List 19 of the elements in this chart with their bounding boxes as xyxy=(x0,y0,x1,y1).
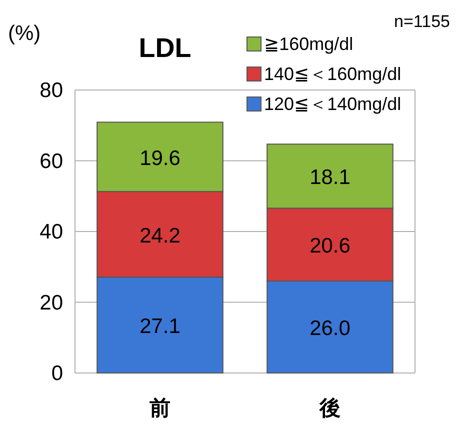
y-tick-label: 80 xyxy=(40,79,63,102)
x-tick-label: 前 xyxy=(148,397,170,420)
y-tick-label: 60 xyxy=(40,150,63,173)
text: n=1155 xyxy=(394,12,450,31)
data-label: 27.1 xyxy=(140,315,180,338)
data-label: 26.0 xyxy=(310,317,350,340)
data-label: 20.6 xyxy=(310,234,350,258)
legend-label: 140≦＜160mg/dl xyxy=(264,64,402,84)
data-label: 24.2 xyxy=(140,224,180,248)
x-tick-label: 後 xyxy=(318,397,340,420)
y-tick-label: 0 xyxy=(51,362,63,385)
y-tick-label: 20 xyxy=(40,291,63,314)
y-tick-label: 40 xyxy=(40,220,63,244)
data-label: 19.6 xyxy=(140,146,180,170)
chart-title: LDL xyxy=(138,33,192,63)
legend-label: ≧160mg/dl xyxy=(264,34,354,54)
y-axis-title: (%) xyxy=(8,22,41,45)
data-label: 18.1 xyxy=(310,166,350,190)
legend-label: 120≦＜140mg/dl xyxy=(264,94,402,114)
